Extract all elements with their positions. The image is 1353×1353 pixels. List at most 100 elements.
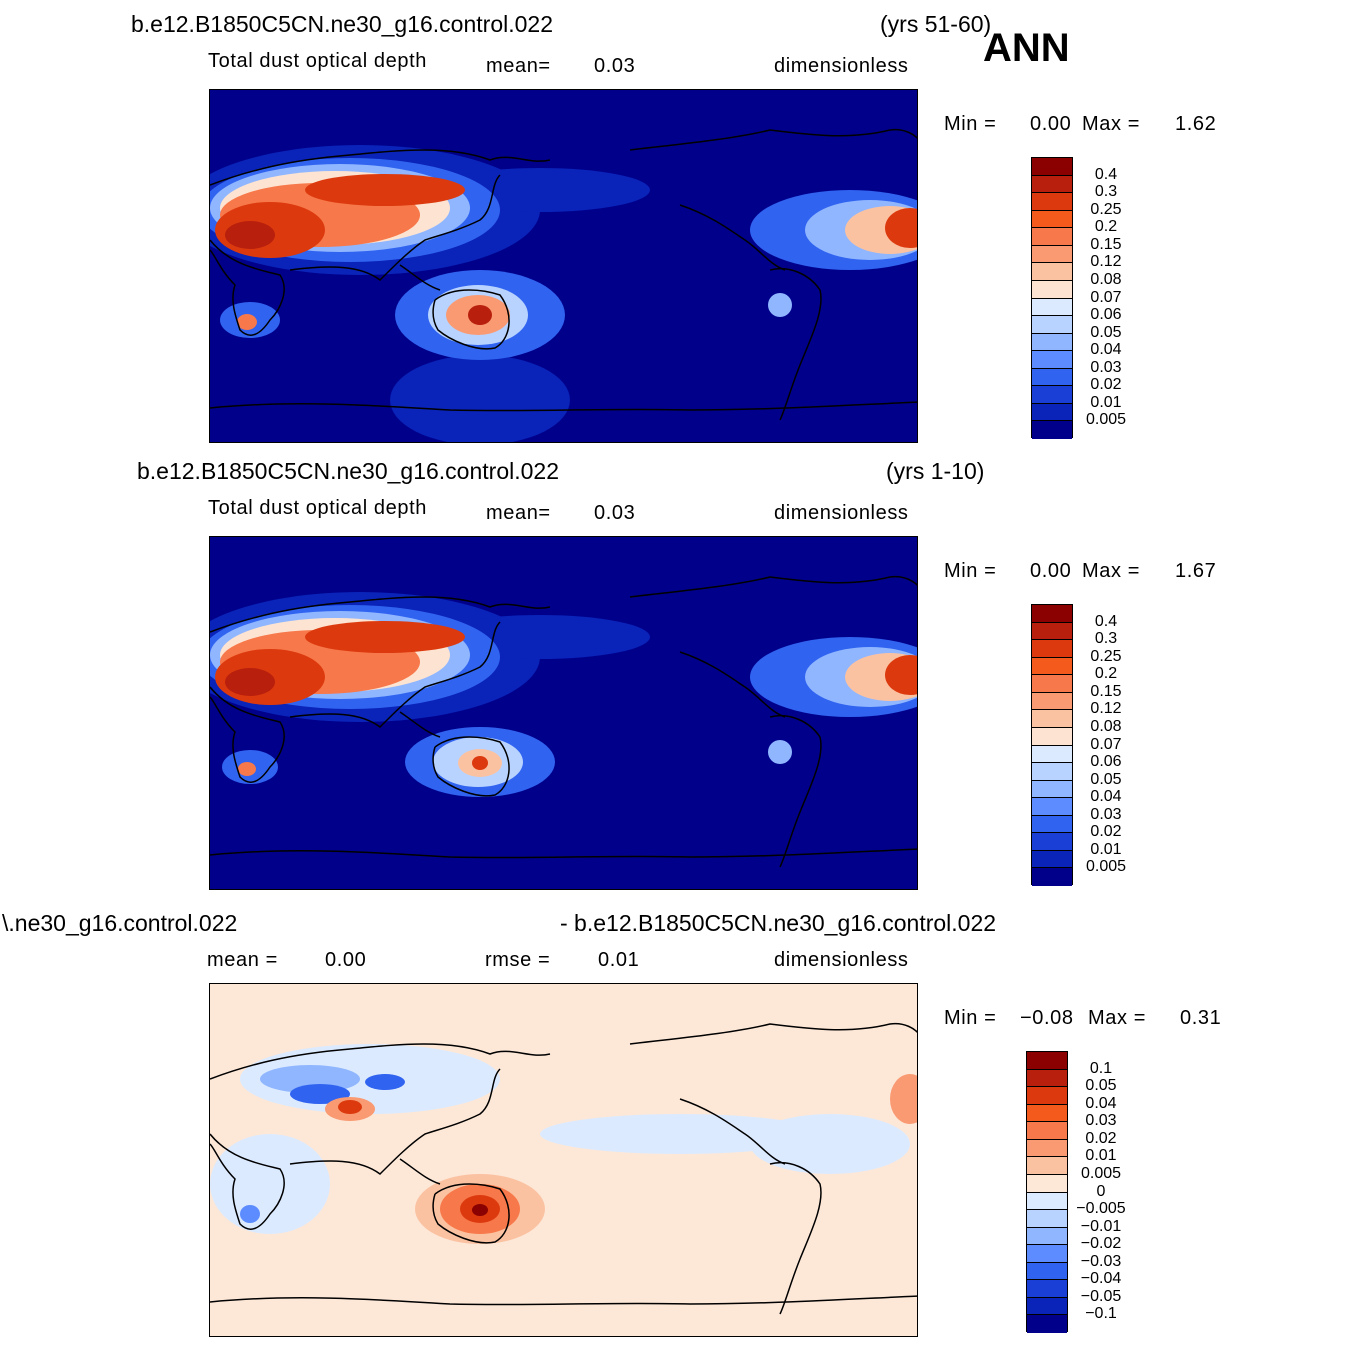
panel1-colorbar <box>1031 157 1073 439</box>
colorbar-tick-label: 0.15 <box>1090 682 1122 700</box>
panel1-map-svg <box>210 90 917 442</box>
colorbar-tick-label: 0.08 <box>1090 270 1122 288</box>
colorbar-tick-label: 0.01 <box>1090 840 1122 858</box>
panel2-coastlines <box>210 575 917 868</box>
colorbar-segment <box>1027 1245 1067 1263</box>
panel3-mean-label: mean = <box>207 949 278 971</box>
colorbar-segment <box>1032 158 1072 176</box>
colorbar-tick-label: 0.25 <box>1090 647 1122 665</box>
panel2-mean-label: mean= <box>486 502 551 524</box>
panel1-map <box>209 89 918 443</box>
panel3-difference-field <box>210 1044 917 1244</box>
panel3-rmse-label: rmse = <box>485 949 551 971</box>
panel1-min-label: Min = <box>944 113 997 135</box>
colorbar-tick-label: −0.03 <box>1080 1252 1122 1270</box>
colorbar-segment <box>1027 1210 1067 1228</box>
colorbar-segment <box>1027 1052 1067 1070</box>
colorbar-segment <box>1027 1280 1067 1298</box>
colorbar-tick-label: 0.04 <box>1085 1094 1117 1112</box>
colorbar-segment <box>1032 333 1072 352</box>
colorbar-segment <box>1032 833 1072 851</box>
colorbar-segment <box>1032 657 1072 676</box>
panel3-map-svg <box>210 984 917 1336</box>
colorbar-segment <box>1032 763 1072 781</box>
colorbar-tick-label: 0.01 <box>1085 1147 1117 1165</box>
colorbar-tick-label: 0.01 <box>1090 393 1122 411</box>
colorbar-segment <box>1032 640 1072 658</box>
panel2-min-value: 0.00 <box>1030 560 1072 582</box>
colorbar-tick-label: 0.03 <box>1085 1112 1117 1130</box>
colorbar-tick-label: 0.005 <box>1085 858 1127 876</box>
colorbar-segment <box>1027 1139 1067 1158</box>
panel3-mean-value: 0.00 <box>325 949 367 971</box>
colorbar-segment <box>1032 210 1072 229</box>
colorbar-tick-label: 0.12 <box>1090 253 1122 271</box>
panel2-variable: Total dust optical depth <box>208 497 427 519</box>
colorbar-segment <box>1032 280 1072 299</box>
colorbar-segment <box>1032 622 1072 641</box>
colorbar-segment <box>1027 1227 1067 1246</box>
colorbar-segment <box>1032 403 1072 422</box>
panel3-rmse-value: 0.01 <box>598 949 640 971</box>
colorbar-segment <box>1027 1174 1067 1193</box>
colorbar-tick-label: −0.005 <box>1076 1200 1126 1218</box>
colorbar-segment <box>1032 193 1072 211</box>
colorbar-tick-label: −0.01 <box>1080 1217 1122 1235</box>
colorbar-segment <box>1032 175 1072 194</box>
colorbar-tick-label: −0.04 <box>1080 1270 1122 1288</box>
panel2-years: (yrs 1-10) <box>886 458 985 484</box>
colorbar-segment <box>1032 421 1072 439</box>
colorbar-segment <box>1032 815 1072 834</box>
colorbar-segment <box>1032 798 1072 816</box>
colorbar-tick-label: 0 <box>1096 1182 1106 1200</box>
colorbar-segment <box>1032 675 1072 693</box>
panel3-min-value: −0.08 <box>1020 1007 1074 1029</box>
panel2-map <box>209 536 918 890</box>
colorbar-tick-label: −0.02 <box>1080 1235 1122 1253</box>
colorbar-tick-label: 0.05 <box>1090 770 1122 788</box>
panel1-max-label: Max = <box>1082 113 1141 135</box>
colorbar-segment <box>1032 298 1072 317</box>
colorbar-tick-label: −0.05 <box>1080 1287 1122 1305</box>
panel1-mean-label: mean= <box>486 55 551 77</box>
colorbar-segment <box>1032 710 1072 728</box>
colorbar-tick-label: 0.2 <box>1094 218 1118 236</box>
panel3-coastlines <box>210 1022 917 1315</box>
panel1-years: (yrs 51-60) <box>880 11 992 37</box>
colorbar-segment <box>1027 1104 1067 1123</box>
colorbar-tick-label: 0.05 <box>1085 1077 1117 1095</box>
colorbar-segment <box>1027 1192 1067 1211</box>
colorbar-tick-label: 0.005 <box>1080 1164 1122 1182</box>
colorbar-tick-label: 0.02 <box>1085 1129 1117 1147</box>
panel3-map <box>209 983 918 1337</box>
panel3-case-left: \.ne30_g16.control.022 <box>2 910 238 936</box>
colorbar-segment <box>1032 245 1072 264</box>
panel2-min-label: Min = <box>944 560 997 582</box>
colorbar-segment <box>1032 868 1072 886</box>
colorbar-segment <box>1032 228 1072 246</box>
colorbar-segment <box>1032 605 1072 623</box>
panel2-case-name: b.e12.B1850C5CN.ne30_g16.control.022 <box>137 458 559 484</box>
colorbar-segment <box>1032 780 1072 799</box>
colorbar-tick-label: 0.1 <box>1089 1059 1113 1077</box>
colorbar-tick-label: 0.04 <box>1090 341 1122 359</box>
panel2-map-svg <box>210 537 917 889</box>
panel1-max-value: 1.62 <box>1175 113 1217 135</box>
panel2-max-label: Max = <box>1082 560 1141 582</box>
colorbar-tick-label: 0.02 <box>1090 376 1122 394</box>
panel1-mean-value: 0.03 <box>594 55 636 77</box>
colorbar-segment <box>1027 1122 1067 1140</box>
colorbar-tick-label: 0.15 <box>1090 235 1122 253</box>
colorbar-tick-label: 0.005 <box>1085 411 1127 429</box>
colorbar-tick-label: 0.3 <box>1094 183 1118 201</box>
panel1-variable: Total dust optical depth <box>208 50 427 72</box>
panel1-min-value: 0.00 <box>1030 113 1072 135</box>
colorbar-segment <box>1032 316 1072 334</box>
panel2-colorbar <box>1031 604 1073 886</box>
panel2-units: dimensionless <box>774 502 909 524</box>
colorbar-segment <box>1032 368 1072 387</box>
colorbar-tick-label: 0.03 <box>1090 805 1122 823</box>
colorbar-segment <box>1032 850 1072 869</box>
colorbar-tick-label: 0.03 <box>1090 358 1122 376</box>
colorbar-segment <box>1027 1069 1067 1088</box>
